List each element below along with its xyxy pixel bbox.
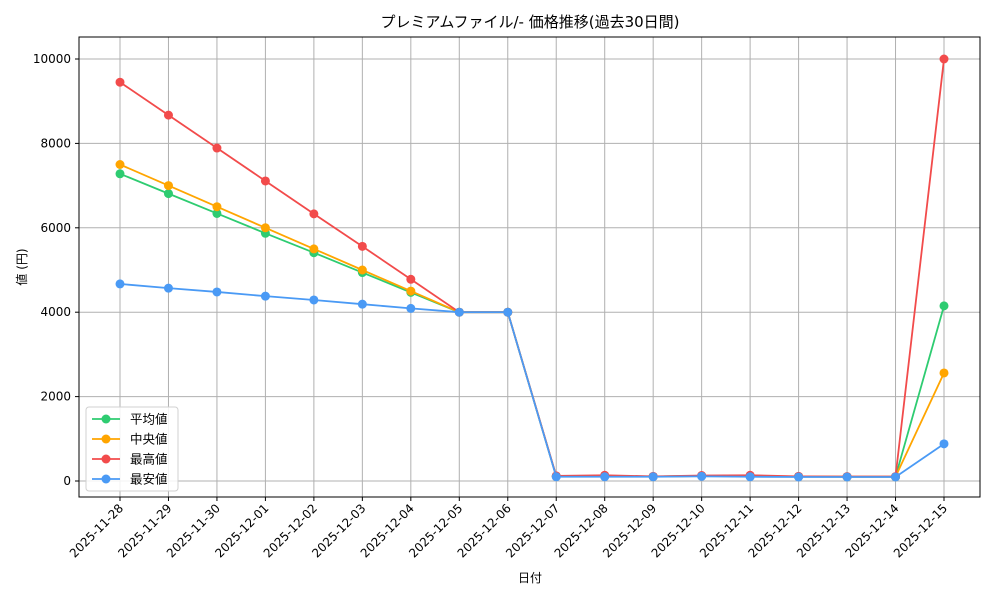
data-point (939, 54, 949, 64)
legend-label: 最安値 (130, 472, 168, 487)
data-point (309, 295, 319, 305)
data-point (115, 279, 125, 289)
data-point (115, 169, 125, 179)
data-point (454, 307, 464, 317)
y-tick-label: 8000 (40, 136, 71, 150)
y-tick-label: 10000 (33, 52, 71, 66)
legend-label: 中央値 (130, 432, 168, 447)
legend-item: 最安値 (92, 472, 168, 487)
series-中央値 (115, 160, 949, 482)
data-point (891, 472, 901, 482)
data-point (212, 202, 222, 212)
series-最安値 (115, 279, 949, 482)
data-point (357, 265, 367, 275)
data-point (406, 274, 416, 284)
data-point (260, 176, 270, 186)
legend-box (85, 406, 179, 492)
legend-label: 平均値 (130, 412, 168, 427)
data-point (745, 472, 755, 482)
data-point (939, 301, 949, 311)
x-axis-label: 日付 (518, 571, 542, 585)
y-axis-ticks: 0 2000 4000 6000 8000 10000 (33, 52, 79, 488)
data-point (600, 472, 610, 482)
data-point (309, 244, 319, 254)
data-point (115, 160, 125, 169)
data-point (212, 143, 222, 153)
legend-marker-icon (101, 474, 111, 484)
data-point (260, 291, 270, 301)
legend-item: 平均値 (92, 412, 168, 427)
data-point (163, 110, 173, 120)
plot-frame (78, 36, 981, 498)
y-axis-label: 値 (円) (14, 248, 29, 285)
data-point (697, 471, 707, 481)
y-tick-label: 0 (63, 474, 71, 488)
legend-marker-icon (101, 414, 111, 424)
grid-lines (79, 37, 980, 497)
data-point (939, 368, 949, 378)
data-point (939, 439, 949, 449)
data-point (406, 286, 416, 296)
legend-marker-icon (101, 434, 111, 444)
data-point (503, 307, 513, 317)
y-tick-label: 2000 (40, 390, 71, 404)
x-axis-ticks: 2025-11-282025-11-292025-11-302025-12-01… (67, 497, 950, 560)
series-line (119, 283, 945, 478)
data-point (163, 189, 173, 199)
data-point (212, 287, 222, 297)
data-point (357, 241, 367, 251)
data-point (406, 303, 416, 313)
legend-label: 最高値 (130, 452, 168, 467)
data-point (260, 223, 270, 233)
legend-item: 中央値 (92, 432, 168, 447)
chart-title: プレミアムファイル/- 価格推移(過去30日間) (380, 13, 679, 31)
series-line (119, 58, 945, 478)
series-line (119, 163, 945, 478)
legend-marker-icon (101, 454, 111, 464)
data-point (648, 472, 658, 482)
data-point (163, 181, 173, 191)
data-point (309, 209, 319, 219)
series-lines (115, 54, 949, 482)
y-tick-label: 4000 (40, 305, 71, 319)
data-point (163, 283, 173, 293)
data-point (842, 472, 852, 482)
data-point (794, 472, 804, 482)
series-最高値 (115, 54, 949, 482)
legend-item: 最高値 (92, 452, 168, 467)
y-tick-label: 6000 (40, 221, 71, 235)
data-point (551, 472, 561, 482)
data-point (357, 299, 367, 309)
data-point (212, 208, 222, 218)
data-point (115, 77, 125, 87)
